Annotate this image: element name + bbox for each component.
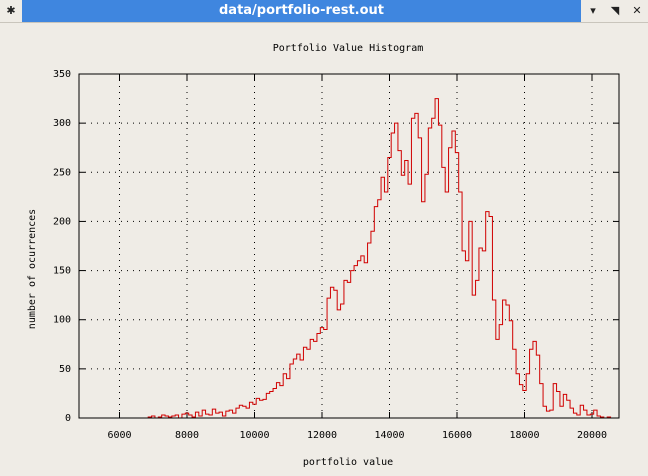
x-tick-label: 18000 xyxy=(509,430,539,441)
chart-title: Portfolio Value Histogram xyxy=(273,43,424,54)
x-tick-label: 6000 xyxy=(107,430,131,441)
y-tick-label: 0 xyxy=(65,413,71,424)
y-tick-label: 300 xyxy=(53,118,71,129)
x-axis-label: portfolio value xyxy=(303,457,393,468)
x-tick-label: 12000 xyxy=(307,430,337,441)
chart-grid xyxy=(79,74,619,418)
x-tick-label: 10000 xyxy=(239,430,269,441)
y-tick-label: 250 xyxy=(53,167,71,178)
y-tick-label: 100 xyxy=(53,315,71,326)
plot-frame xyxy=(78,73,620,419)
x-tick-label: 16000 xyxy=(442,430,472,441)
y-tick-label: 200 xyxy=(53,216,71,227)
window-title: data/portfolio-rest.out xyxy=(22,0,581,22)
pin-icon[interactable]: ✱ xyxy=(6,4,16,17)
x-tick-label: 14000 xyxy=(374,430,404,441)
close-icon[interactable]: ✕ xyxy=(632,4,642,17)
y-tick-label: 350 xyxy=(53,69,71,80)
x-ticks: 6000 8000 10000 12000 14000 16000 18000 20000 xyxy=(107,74,607,441)
histogram-chart: Portfolio Value Histogram 6000 8000 10000 1… xyxy=(27,43,620,468)
window-titlebar: ✱ data/portfolio-rest.out ▾ ◥ ✕ xyxy=(0,0,648,23)
maximize-icon[interactable]: ◥ xyxy=(610,4,620,17)
y-tick-label: 150 xyxy=(53,266,71,277)
x-tick-label: 8000 xyxy=(175,430,199,441)
y-ticks: 0 50 100 150 200 250 300 350 xyxy=(53,69,619,424)
y-tick-label: 50 xyxy=(59,364,71,375)
y-axis-label: number of ocurrences xyxy=(27,209,38,329)
minimize-icon[interactable]: ▾ xyxy=(590,4,596,17)
x-tick-label: 20000 xyxy=(577,430,607,441)
histogram-series xyxy=(147,98,612,419)
